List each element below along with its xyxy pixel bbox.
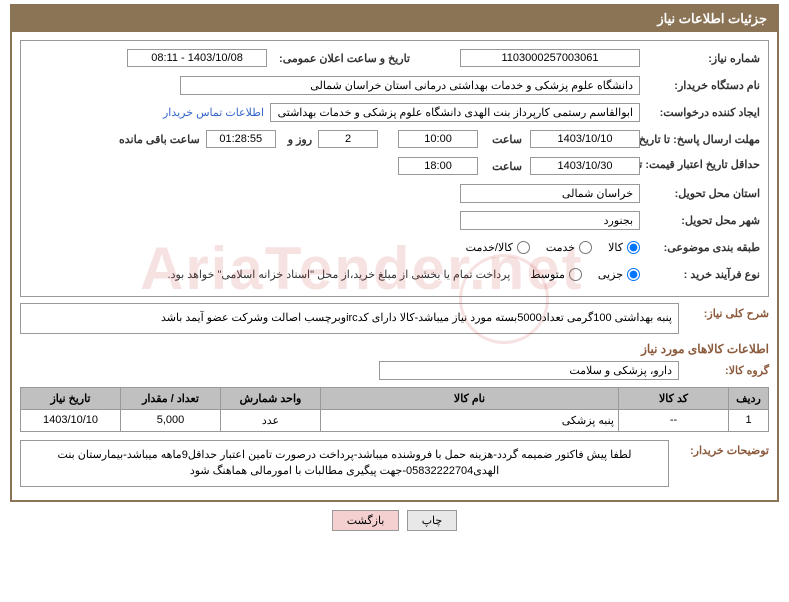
td-name: پنبه پزشکی [321,409,619,431]
table-row: 1 -- پنبه پزشکی عدد 5,000 1403/10/10 [21,409,769,431]
goods-info-title: اطلاعات کالاهای مورد نیاز [20,342,769,356]
response-time-value: 10:00 [398,130,478,148]
print-button[interactable]: چاپ [407,510,458,531]
button-bar: چاپ بازگشت [0,502,789,539]
city-value: بجنورد [460,211,640,230]
need-number-value: 1103000257003061 [460,49,640,67]
days-count-value: 2 [318,130,378,148]
details-fieldset: شماره نیاز: 1103000257003061 تاریخ و ساع… [20,40,769,297]
back-button[interactable]: بازگشت [332,510,400,531]
content-area: شماره نیاز: 1103000257003061 تاریخ و ساع… [12,32,777,500]
th-qty: تعداد / مقدار [121,387,221,409]
countdown-value: 01:28:55 [206,130,276,148]
row-description: شرح کلی نیاز: پنبه بهداشتی 100گرمی تعداد… [20,303,769,334]
row-city: شهر محل تحویل: بجنورد [29,209,760,231]
validity-date-value: 1403/10/30 [530,157,640,175]
page-title: جزئیات اطلاعات نیاز [12,6,777,32]
radio-goods-input[interactable] [627,241,640,254]
radio-partial-input[interactable] [627,268,640,281]
buyer-org-value: دانشگاه علوم پزشکی و خدمات بهداشتی درمان… [180,76,640,95]
days-and-label: روز و [282,133,312,146]
goods-table: ردیف کد کالا نام کالا واحد شمارش تعداد /… [20,387,769,432]
process-note: پرداخت تمام یا بخشی از مبلغ خرید،از محل … [168,268,511,281]
row-response-deadline: مهلت ارسال پاسخ: تا تاریخ: 1403/10/10 سا… [29,128,760,150]
goods-group-value: دارو، پزشکی و سلامت [379,361,679,380]
response-deadline-label: مهلت ارسال پاسخ: تا تاریخ: [640,133,760,146]
description-label: شرح کلی نیاز: [679,303,769,320]
province-value: خراسان شمالی [460,184,640,203]
category-label: طبقه بندی موضوعی: [640,241,760,254]
td-row: 1 [729,409,769,431]
need-number-label: شماره نیاز: [640,52,760,65]
buyer-contact-link[interactable]: اطلاعات تماس خریدار [163,106,264,119]
radio-service-label: خدمت [546,241,575,254]
announce-date-label: تاریخ و ساعت اعلان عمومی: [273,52,410,65]
row-need-number: شماره نیاز: 1103000257003061 تاریخ و ساع… [29,47,760,69]
requester-label: ایجاد کننده درخواست: [640,106,760,119]
th-code: کد کالا [619,387,729,409]
radio-goods-service-input[interactable] [517,241,530,254]
row-validity: حداقل تاریخ اعتبار قیمت: تا تاریخ: 1403/… [29,155,760,177]
category-radio-group: کالا خدمت کالا/خدمت [466,241,640,254]
response-date-value: 1403/10/10 [530,130,640,148]
row-category: طبقه بندی موضوعی: کالا خدمت کالا/خدمت [29,236,760,258]
row-goods-group: گروه کالا: دارو، پزشکی و سلامت [20,360,769,382]
radio-goods-label: کالا [608,241,623,254]
buyer-notes-label: توضیحات خریدار: [669,440,769,457]
row-buyer-org: نام دستگاه خریدار: دانشگاه علوم پزشکی و … [29,74,760,96]
th-row: ردیف [729,387,769,409]
table-header-row: ردیف کد کالا نام کالا واحد شمارش تعداد /… [21,387,769,409]
row-requester: ایجاد کننده درخواست: ابوالقاسم رستمی کار… [29,101,760,123]
description-value: پنبه بهداشتی 100گرمی تعداد5000بسته مورد … [20,303,679,334]
requester-value: ابوالقاسم رستمی کارپرداز بنت الهدی دانشگ… [270,103,640,122]
td-unit: عدد [221,409,321,431]
buyer-org-label: نام دستگاه خریدار: [640,79,760,92]
time-label-1: ساعت [486,133,522,146]
radio-service-input[interactable] [579,241,592,254]
buyer-notes-value: لطفا پیش فاکتور ضمیمه گردد-هزینه حمل با … [20,440,669,487]
time-label-2: ساعت [486,160,522,173]
row-buyer-notes: توضیحات خریدار: لطفا پیش فاکتور ضمیمه گر… [20,440,769,487]
validity-label: حداقل تاریخ اعتبار قیمت: تا تاریخ: [640,159,760,172]
td-code: -- [619,409,729,431]
th-name: نام کالا [321,387,619,409]
process-radio-group: جزیی متوسط [530,268,640,281]
row-process: نوع فرآیند خرید : جزیی متوسط پرداخت تمام… [29,263,760,285]
td-date: 1403/10/10 [21,409,121,431]
main-frame: جزئیات اطلاعات نیاز شماره نیاز: 11030002… [10,4,779,502]
th-unit: واحد شمارش [221,387,321,409]
radio-medium[interactable]: متوسط [530,268,582,281]
radio-partial-label: جزیی [598,268,623,281]
process-label: نوع فرآیند خرید : [640,268,760,281]
radio-partial[interactable]: جزیی [598,268,640,281]
radio-goods[interactable]: کالا [608,241,640,254]
radio-goods-service[interactable]: کالا/خدمت [466,241,530,254]
province-label: استان محل تحویل: [640,187,760,200]
validity-time-value: 18:00 [398,157,478,175]
radio-medium-label: متوسط [530,268,565,281]
radio-goods-service-label: کالا/خدمت [466,241,513,254]
th-date: تاریخ نیاز [21,387,121,409]
remaining-label: ساعت باقی مانده [113,133,200,146]
td-qty: 5,000 [121,409,221,431]
city-label: شهر محل تحویل: [640,214,760,227]
announce-date-value: 1403/10/08 - 08:11 [127,49,267,67]
row-province: استان محل تحویل: خراسان شمالی [29,182,760,204]
goods-group-label: گروه کالا: [679,364,769,377]
radio-service[interactable]: خدمت [546,241,592,254]
radio-medium-input[interactable] [569,268,582,281]
